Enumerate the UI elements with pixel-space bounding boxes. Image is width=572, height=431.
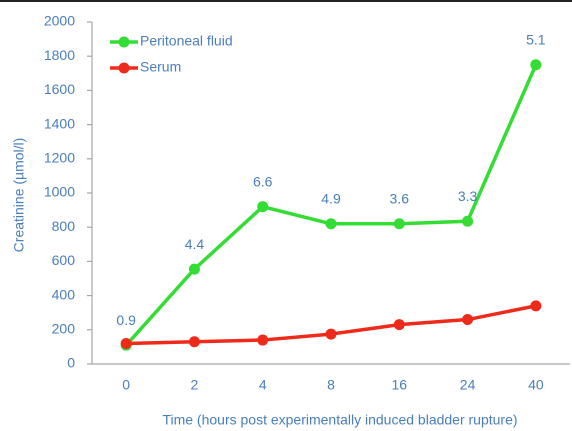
- y-tick-label: 600: [52, 252, 76, 268]
- point: [393, 319, 405, 331]
- y-tick-label: 1600: [44, 81, 75, 97]
- annotation: 4.9: [321, 190, 341, 206]
- y-tick-label: 200: [52, 321, 76, 337]
- legend-label: Peritoneal fluid: [140, 33, 233, 49]
- x-tick-label: 8: [327, 377, 335, 393]
- x-tick-label: 4: [259, 377, 267, 393]
- point: [188, 336, 200, 348]
- annotation: 4.4: [185, 236, 205, 252]
- point: [325, 328, 337, 340]
- x-axis-label: Time (hours post experimentally induced …: [162, 412, 517, 428]
- y-tick-label: 400: [52, 286, 76, 302]
- point: [530, 300, 542, 312]
- annotation: 6.6: [253, 173, 273, 189]
- legend-marker: [118, 36, 130, 48]
- point: [393, 218, 405, 230]
- legend-marker: [118, 62, 130, 74]
- x-tick-label: 24: [460, 377, 476, 393]
- y-tick-label: 1400: [44, 115, 75, 131]
- y-tick-label: 1800: [44, 47, 75, 63]
- point: [120, 337, 132, 349]
- y-tick-label: 2000: [44, 13, 75, 29]
- point: [257, 334, 269, 346]
- annotation: 3.6: [390, 190, 410, 206]
- y-tick-label: 1200: [44, 150, 75, 166]
- annotation: 3.3: [458, 188, 478, 204]
- point: [257, 201, 269, 213]
- legend-label: Serum: [140, 59, 181, 75]
- x-tick-label: 2: [191, 377, 199, 393]
- annotation: 5.1: [526, 31, 546, 47]
- x-tick-label: 16: [391, 377, 407, 393]
- x-tick-label: 0: [122, 377, 130, 393]
- y-axis-label: Creatinine (µmol/l): [11, 138, 27, 253]
- y-tick-label: 1000: [44, 184, 75, 200]
- top-border: [0, 0, 572, 2]
- annotation: 0.9: [116, 312, 136, 328]
- x-tick-label: 40: [528, 377, 544, 393]
- point: [462, 314, 474, 326]
- point: [325, 218, 337, 230]
- point: [188, 263, 200, 275]
- y-tick-label: 0: [67, 355, 75, 371]
- point: [530, 59, 542, 71]
- point: [462, 215, 474, 227]
- y-tick-label: 800: [52, 218, 76, 234]
